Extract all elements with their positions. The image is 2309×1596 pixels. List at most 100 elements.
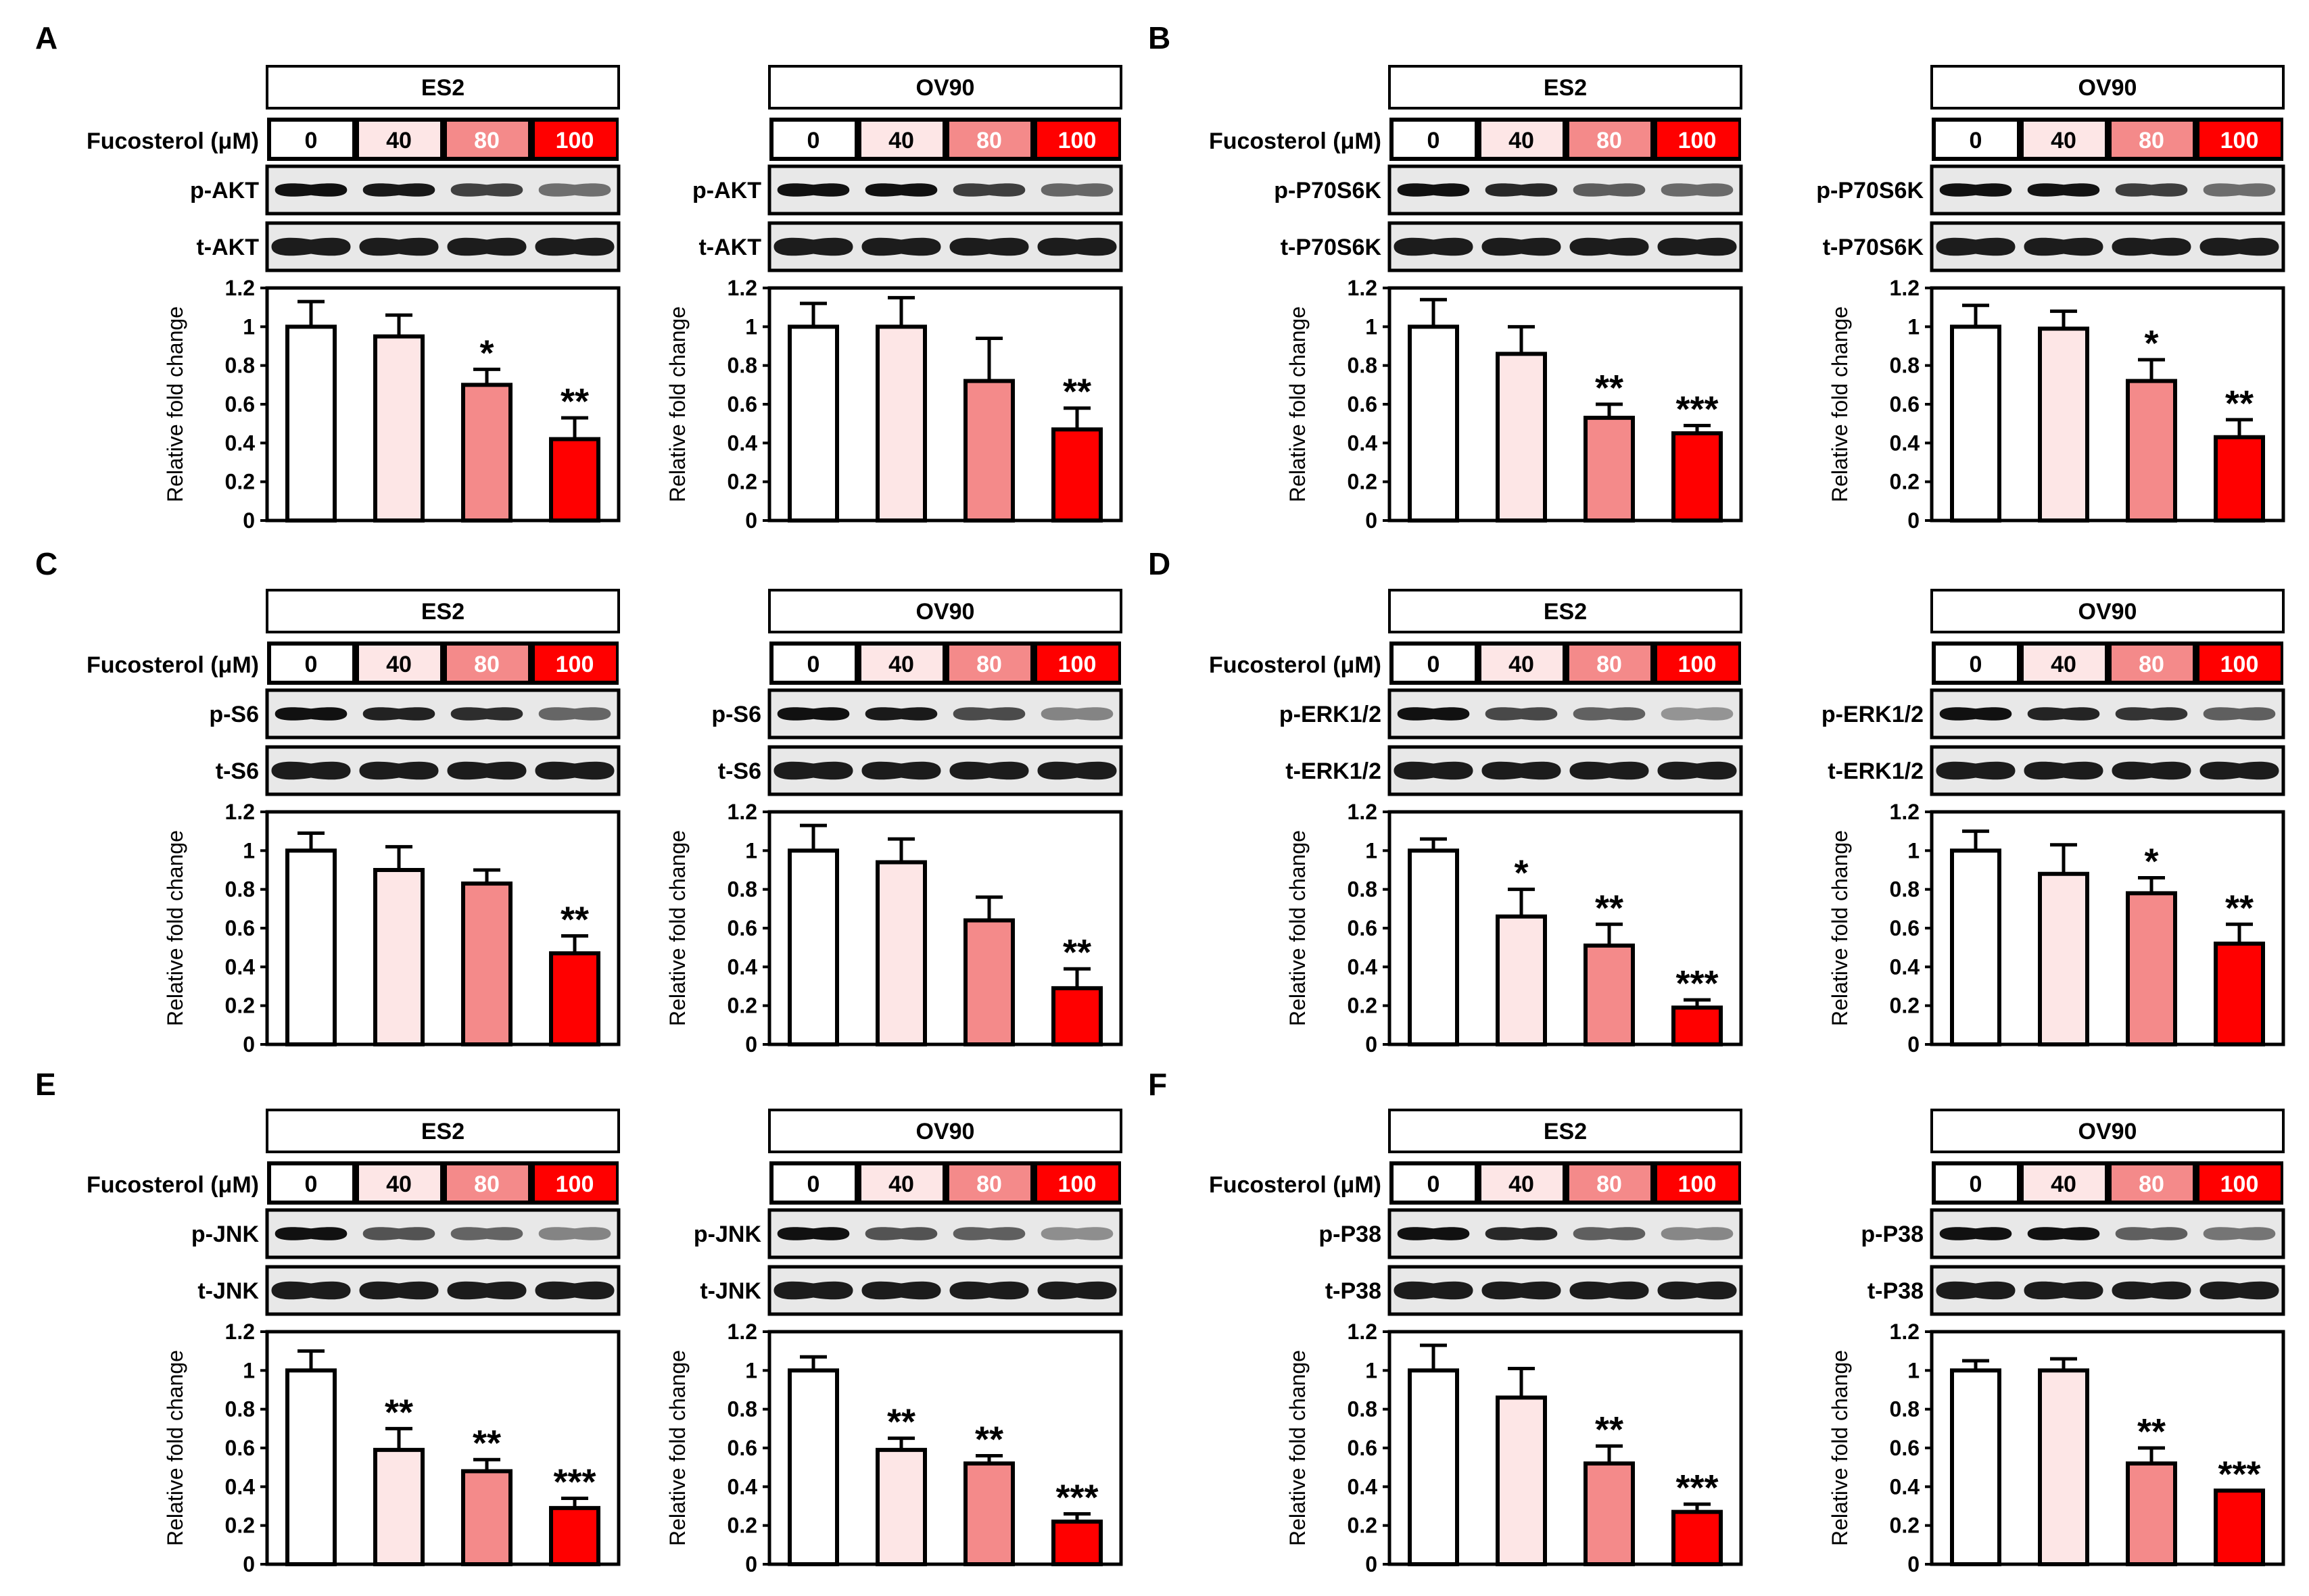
band-p-akt-lane-4 xyxy=(1041,183,1114,197)
band-t-s6-lane-4 xyxy=(535,761,615,780)
band-p-erk1/2-lane-1 xyxy=(1397,707,1470,721)
blot-label-p-jnk: p-JNK xyxy=(694,1222,762,1247)
cell-line-title: OV90 xyxy=(916,599,975,625)
band-t-p38-lane-3 xyxy=(2112,1281,2191,1300)
dose-label: Fucosterol (μM) xyxy=(87,652,259,678)
blot-label-p-erk1/2: p-ERK1/2 xyxy=(1822,702,1924,727)
band-p-p70s6k-lane-1 xyxy=(1939,183,2012,197)
significance-marker-100: ** xyxy=(561,899,589,940)
band-p-akt-lane-1 xyxy=(777,183,850,197)
y-tick-label: 0 xyxy=(745,508,757,533)
subpanel-e-es2: ES2 Fucosterol (μM) 0 40 80 100 p-JNK t-JNK 0 0.2… xyxy=(87,1109,621,1576)
dose-value-80: 80 xyxy=(474,128,500,153)
y-tick-label: 0.8 xyxy=(225,354,255,378)
band-p-akt-lane-4 xyxy=(538,183,611,197)
dose-box-80 xyxy=(447,646,528,681)
dose-value-0: 0 xyxy=(305,128,318,153)
y-tick-label: 0 xyxy=(1907,1552,1920,1576)
dose-value-80: 80 xyxy=(474,1171,500,1197)
y-tick-label: 0 xyxy=(243,508,255,533)
cell-line-box xyxy=(1930,589,2285,633)
dose-value-80: 80 xyxy=(2139,1171,2164,1197)
dose-box-80 xyxy=(2112,122,2193,157)
band-t-p70s6k-lane-3 xyxy=(2112,237,2191,256)
band-p-erk1/2-lane-2 xyxy=(2027,707,2100,721)
significance-marker-80: ** xyxy=(1595,368,1623,408)
significance-marker-100: *** xyxy=(553,1462,596,1503)
panel-letter-e: E xyxy=(35,1067,56,1102)
y-tick-label: 0.6 xyxy=(1348,916,1377,940)
dose-value-40: 40 xyxy=(888,1171,914,1197)
bar-80 xyxy=(1584,1461,1635,1567)
y-tick-label: 0.8 xyxy=(1890,354,1920,378)
band-t-p38-lane-4 xyxy=(2199,1281,2279,1300)
cell-line-box xyxy=(1388,65,1742,110)
dose-box-0 xyxy=(1394,1165,1475,1201)
y-tick-label: 1 xyxy=(1365,838,1377,863)
blot-label-t-s6: t-S6 xyxy=(216,758,259,784)
band-p-erk1/2-lane-4 xyxy=(1661,707,1734,721)
y-tick-label: 0.6 xyxy=(1348,1436,1377,1460)
subpanel-a-ov90: OV90 0 40 80 100 p-AKT t-AKT 0 0.2 0.4 0.6 0.8 1 1.2 R… xyxy=(665,65,1123,533)
band-p-p70s6k-lane-3 xyxy=(2115,183,2188,197)
dose-value-0: 0 xyxy=(1970,652,1982,677)
dose-value-80: 80 xyxy=(1596,652,1622,677)
subpanel-e-ov90: OV90 0 40 80 100 p-JNK t-JNK 0 0.2 0.4 0.6 0.8 1 1.2 R… xyxy=(665,1109,1123,1576)
dose-value-80: 80 xyxy=(2139,128,2164,153)
dose-box-80 xyxy=(447,122,528,157)
y-axis-label: Relative fold change xyxy=(1285,306,1310,502)
dose-box-0 xyxy=(773,1165,855,1201)
band-t-p38-lane-3 xyxy=(1569,1281,1649,1300)
dose-box-0 xyxy=(1394,122,1475,157)
band-p-p70s6k-lane-2 xyxy=(1485,183,1558,197)
cell-line-title: OV90 xyxy=(2078,1119,2137,1144)
dose-box-80 xyxy=(949,1165,1030,1201)
y-tick-label: 0.8 xyxy=(225,877,255,902)
bar-100 xyxy=(2214,1489,2265,1566)
dose-box-40 xyxy=(2024,1165,2105,1201)
band-p-jnk-lane-1 xyxy=(275,1227,348,1240)
dose-value-100: 100 xyxy=(1058,128,1097,153)
y-tick-label: 0.8 xyxy=(728,1397,757,1422)
band-p-akt-lane-2 xyxy=(362,183,435,197)
band-t-p38-lane-1 xyxy=(1936,1281,2016,1300)
significance-marker-80: ** xyxy=(1595,1409,1623,1450)
band-p-s6-lane-1 xyxy=(275,707,348,721)
band-p-p38-lane-1 xyxy=(1939,1227,2012,1240)
bar-100 xyxy=(1671,1005,1723,1046)
y-axis-label: Relative fold change xyxy=(1828,1350,1852,1546)
dose-box-100 xyxy=(2199,646,2281,681)
significance-marker-80: * xyxy=(479,333,494,373)
dose-value-100: 100 xyxy=(1678,1171,1717,1197)
dose-box-40 xyxy=(359,646,440,681)
y-tick-label: 0 xyxy=(1907,508,1920,533)
y-tick-label: 0.2 xyxy=(225,994,255,1018)
band-t-p38-lane-2 xyxy=(1481,1281,1561,1300)
y-tick-label: 1 xyxy=(745,1358,757,1382)
cell-line-title: OV90 xyxy=(916,75,975,101)
y-tick-label: 0.8 xyxy=(225,1397,255,1422)
dose-box-40 xyxy=(861,1165,943,1201)
bar-0 xyxy=(1408,1368,1459,1567)
significance-marker-100: *** xyxy=(1675,1468,1718,1508)
band-p-p38-lane-2 xyxy=(2027,1227,2100,1240)
y-axis-label: Relative fold change xyxy=(163,830,187,1026)
y-tick-label: 1 xyxy=(1907,838,1920,863)
significance-marker-100: *** xyxy=(1675,963,1718,1004)
band-t-s6-lane-1 xyxy=(271,761,351,780)
cell-line-title: OV90 xyxy=(2078,599,2137,625)
bar-100 xyxy=(2214,941,2265,1047)
dose-value-40: 40 xyxy=(1508,652,1534,677)
dose-box-100 xyxy=(1657,122,1738,157)
subpanel-f-ov90: OV90 0 40 80 100 p-P38 t-P38 0 0.2 0.4 0.6 0.8 1 1.2 R… xyxy=(1828,1109,2285,1576)
y-axis-label: Relative fold change xyxy=(163,1350,187,1546)
band-p-s6-lane-4 xyxy=(538,707,611,721)
band-p-s6-lane-2 xyxy=(362,707,435,721)
band-t-p70s6k-lane-4 xyxy=(1657,237,1737,256)
subpanel-c-es2: ES2 Fucosterol (μM) 0 40 80 100 p-S6 t-S6 0 0.2 0.… xyxy=(87,589,621,1057)
y-axis-label: Relative fold change xyxy=(1828,306,1852,502)
cell-line-box xyxy=(1388,589,1742,633)
dose-value-80: 80 xyxy=(976,128,1002,153)
band-p-erk1/2-lane-2 xyxy=(1485,707,1558,721)
y-axis-label: Relative fold change xyxy=(1285,830,1310,1026)
